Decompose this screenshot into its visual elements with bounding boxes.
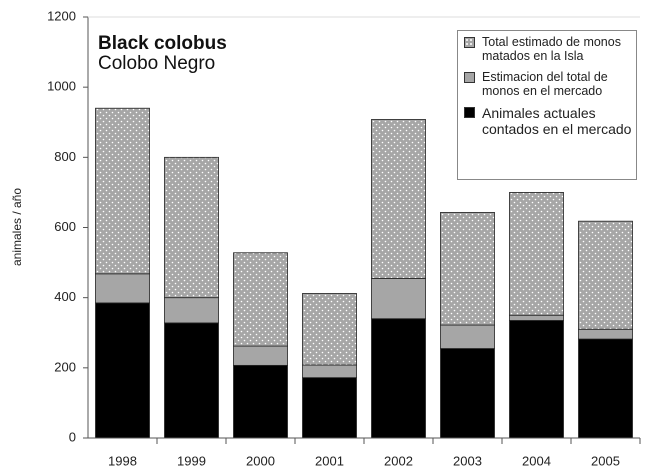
bar-segment	[302, 364, 357, 379]
title-block: Black colobus Colobo Negro	[98, 34, 227, 74]
bar-segment	[95, 273, 150, 304]
legend-swatch	[464, 72, 475, 83]
bar-segment	[578, 338, 633, 439]
x-tick-label: 2001	[315, 453, 344, 468]
x-tick-label: 2005	[591, 453, 620, 468]
bar-segment	[509, 320, 564, 439]
legend-label: Estimacion del total de monos en el merc…	[482, 70, 608, 98]
legend-label: Total estimado de monos matados en la Is…	[482, 35, 621, 63]
x-tick-label: 2003	[453, 453, 482, 468]
bar-segment	[578, 220, 633, 330]
y-tick-label: 800	[54, 149, 76, 164]
x-tick-label: 2004	[522, 453, 551, 468]
bar-segment	[440, 212, 495, 326]
bar-segment	[164, 322, 219, 439]
y-tick-label: 0	[69, 429, 76, 444]
y-tick-label: 1000	[47, 79, 76, 94]
y-axis-label: animales / año	[10, 188, 24, 266]
legend-item: Estimacion del total de monos en el merc…	[462, 70, 632, 98]
bar-segment	[164, 156, 219, 299]
y-tick-label: 600	[54, 219, 76, 234]
legend: Total estimado de monos matados en la Is…	[457, 30, 637, 180]
bar-segment	[371, 318, 426, 439]
legend-label: Animales actuales contados en el mercado	[482, 105, 632, 137]
y-tick-label: 400	[54, 289, 76, 304]
x-tick-label: 1999	[177, 453, 206, 468]
bar-segment	[302, 377, 357, 439]
x-tick-label: 2000	[246, 453, 275, 468]
bar-segment	[95, 107, 150, 275]
bar-segment	[509, 192, 564, 316]
bar-segment	[95, 302, 150, 439]
x-tick-label: 2002	[384, 453, 413, 468]
bar-segment	[233, 364, 288, 439]
bar-segment	[371, 277, 426, 320]
bar-segment	[233, 345, 288, 366]
legend-swatch	[464, 37, 475, 48]
chart-subtitle: Colobo Negro	[98, 53, 216, 74]
y-tick-label: 1200	[47, 8, 76, 23]
legend-item: Total estimado de monos matados en la Is…	[462, 35, 632, 63]
bar-segment	[233, 252, 288, 347]
bar-segment	[164, 297, 219, 324]
legend-swatch	[464, 107, 475, 118]
bar-segment	[302, 293, 357, 366]
legend-item: Animales actuales contados en el mercado	[462, 105, 632, 137]
bar-segment	[509, 314, 564, 321]
y-tick-label: 200	[54, 359, 76, 374]
chart-title: Black colobus	[98, 33, 227, 54]
bar-segment	[371, 119, 426, 279]
bar-segment	[440, 348, 495, 439]
bar-segment	[578, 328, 633, 340]
x-tick-label: 1998	[108, 453, 137, 468]
bar-segment	[440, 324, 495, 349]
